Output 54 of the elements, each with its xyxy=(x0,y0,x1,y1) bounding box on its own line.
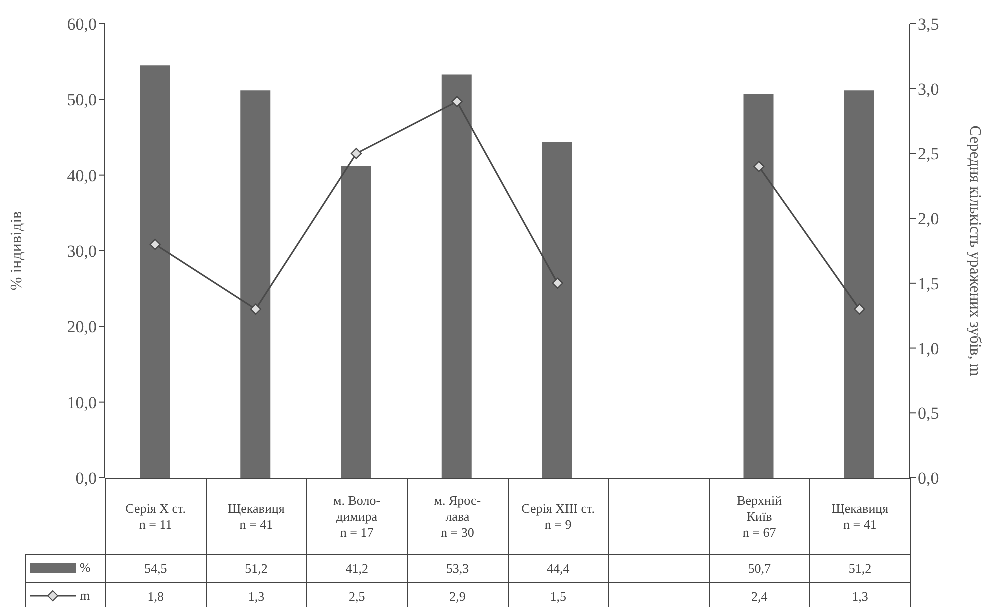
bar xyxy=(140,66,170,478)
data-label: 1,3 xyxy=(810,582,910,607)
y2-tick-label: 1,5 xyxy=(918,274,940,294)
data-label: 2,4 xyxy=(709,582,810,607)
legend-label: % xyxy=(80,560,91,576)
point xyxy=(250,304,262,315)
y2-tick-label: 3,5 xyxy=(918,15,940,34)
x-tick-label: Щекавиця n = 41 xyxy=(810,478,910,554)
data-label: 44,4 xyxy=(508,554,609,582)
y2-tick-label: 2,0 xyxy=(918,210,940,229)
point xyxy=(452,96,463,108)
data-label: 54,5 xyxy=(106,554,206,582)
y-tick-label: 20,0 xyxy=(67,318,97,337)
y-tick-label: 30,0 xyxy=(67,242,97,262)
data-label: 2,5 xyxy=(306,582,408,607)
point xyxy=(552,278,564,290)
y-tick-label: 50,0 xyxy=(67,90,97,110)
bar xyxy=(341,166,372,478)
bar xyxy=(240,90,271,478)
point xyxy=(854,304,866,315)
legend-label: m xyxy=(80,588,90,604)
y-tick-label: 40,0 xyxy=(67,166,97,186)
point xyxy=(150,238,161,250)
x-tick-label: Серія X ст. n = 11 xyxy=(106,478,206,554)
data-label: 41,2 xyxy=(306,554,408,582)
data-label: 53,3 xyxy=(407,554,508,582)
y-axis-title: % індивідів xyxy=(8,210,26,291)
x-tick-label: Серія XIII ст. n = 9 xyxy=(508,478,609,554)
y2-tick-label: 1,0 xyxy=(918,339,940,358)
y-tick-label: 0,0 xyxy=(76,469,97,488)
x-tick-label: м. Воло- димира n = 17 xyxy=(306,478,408,554)
y2-tick-label: 3,0 xyxy=(918,80,940,99)
data-label: 1,3 xyxy=(206,582,307,607)
x-tick-label: м. Ярос- лава n = 30 xyxy=(407,478,508,554)
data-label: 1,8 xyxy=(106,582,206,607)
x-tick-label: Щекавиця n = 41 xyxy=(206,478,307,554)
bar xyxy=(442,74,472,478)
bar xyxy=(844,90,874,478)
y2-tick-label: 2,5 xyxy=(918,144,940,164)
x-tick-label: Верхній Київ n = 67 xyxy=(709,478,810,554)
point xyxy=(753,161,765,172)
y-tick-label: 10,0 xyxy=(67,393,97,412)
bar xyxy=(744,94,774,478)
data-label: 51,2 xyxy=(810,554,910,582)
y2-tick-label: 0,0 xyxy=(918,469,940,488)
data-label: 2,9 xyxy=(407,582,508,607)
point xyxy=(350,148,362,160)
y-tick-label: 60,0 xyxy=(67,15,97,34)
data-label: 1,5 xyxy=(508,582,609,607)
data-label: 51,2 xyxy=(206,554,307,582)
bar xyxy=(542,142,572,478)
y2-tick-label: 0,5 xyxy=(918,404,940,424)
y2-axis-title: Середня кількість уражених зубів, m xyxy=(966,126,984,377)
data-label: 50,7 xyxy=(709,554,810,582)
